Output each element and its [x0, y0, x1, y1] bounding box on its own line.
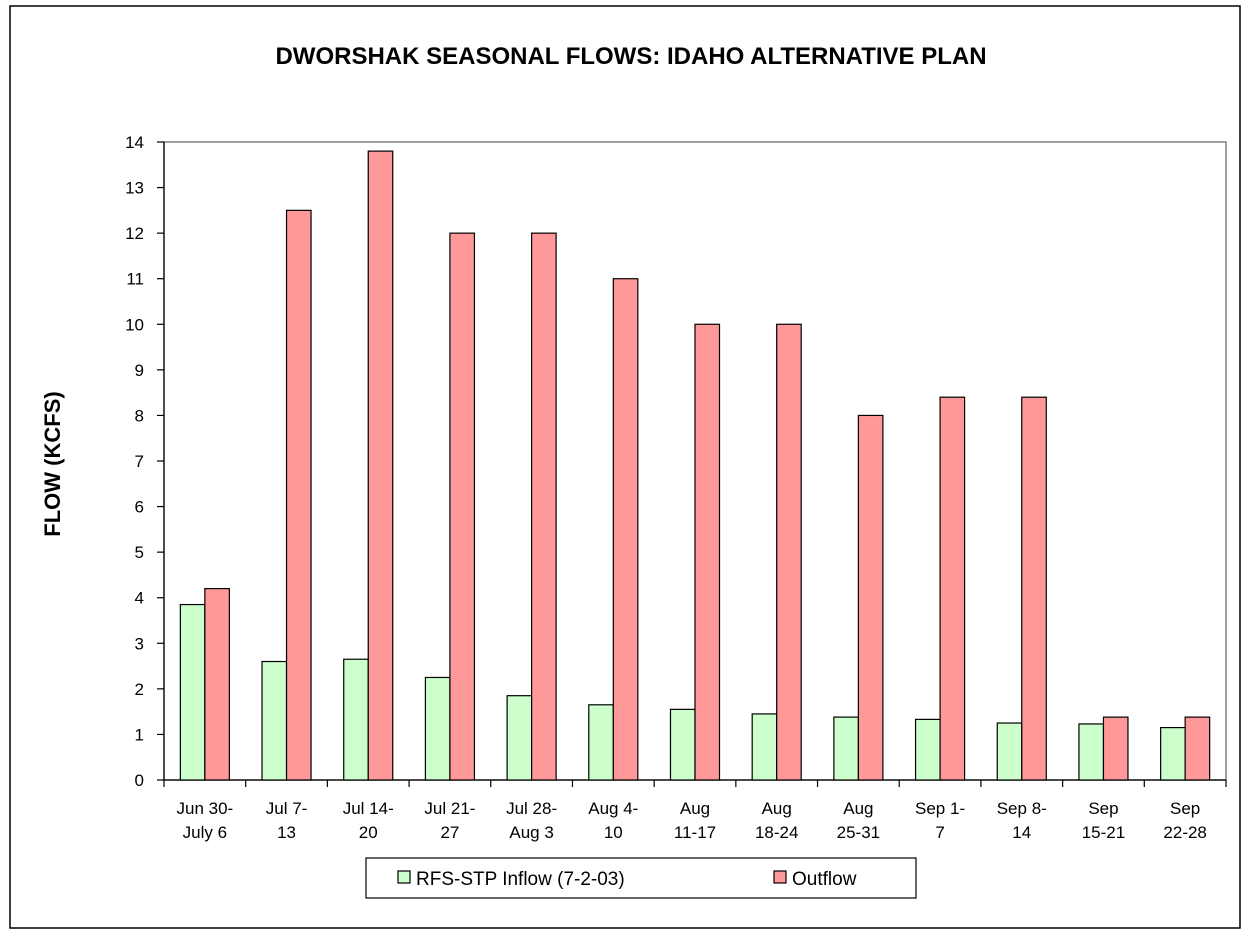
- bar-outflow: [367, 150, 394, 781]
- x-tick-label-line: Jun 30-: [176, 799, 233, 818]
- x-tick-label-line: Aug: [762, 799, 792, 818]
- bar-outflow: [285, 209, 312, 781]
- bar-inflow: [179, 603, 206, 781]
- x-tick-label: Sep 22-28: [1163, 799, 1206, 842]
- bar-inflow: [261, 660, 288, 781]
- y-axis-label: FLOW (KCFS): [40, 391, 65, 536]
- x-tick-label: Jul 7- 13: [266, 799, 308, 842]
- y-tick-label: 7: [135, 452, 144, 471]
- x-tick-label-line: 13: [277, 823, 296, 842]
- x-tick-label-line: Aug 4-: [588, 799, 638, 818]
- bar-inflow: [833, 716, 859, 781]
- x-tick-label-line: Jul 28-: [506, 799, 557, 818]
- x-tick-label-line: Aug 3: [509, 823, 553, 842]
- x-tick-label-line: Aug: [843, 799, 873, 818]
- x-tick-label-line: Aug: [680, 799, 710, 818]
- bar-inflow: [1160, 726, 1186, 781]
- bar-inflow: [914, 718, 941, 781]
- x-tick-label: Aug 18-24: [755, 799, 798, 842]
- bar-inflow: [424, 676, 451, 781]
- x-tick-label-line: 15-21: [1082, 823, 1125, 842]
- y-tick-label: 4: [135, 589, 144, 608]
- y-tick-label: 0: [135, 771, 144, 790]
- y-tick-label: 12: [125, 224, 144, 243]
- x-tick-label: Jun 30- July 6: [176, 799, 233, 842]
- legend-label: Outflow: [792, 869, 857, 890]
- x-tick-label: Sep 1- 7: [915, 799, 965, 842]
- x-tick-label-line: Sep: [1088, 799, 1118, 818]
- y-tick-label: 5: [135, 543, 144, 562]
- bar-inflow: [996, 722, 1023, 781]
- bar-outflow: [204, 587, 230, 781]
- bar-inflow: [1078, 723, 1105, 781]
- x-tick-label: Jul 21- 27: [424, 799, 475, 842]
- x-tick-label-line: Jul 14-: [343, 799, 394, 818]
- x-tick-label: Aug 11-17: [674, 799, 716, 842]
- bar-outflow: [612, 278, 639, 781]
- legend: RFS-STP Inflow (7-2-03) Outflow: [365, 857, 917, 899]
- y-tick-label: 11: [126, 270, 144, 289]
- x-tick-label: Jul 28- Aug 3: [506, 799, 557, 842]
- x-tick-label: Aug 25-31: [837, 799, 880, 842]
- bar-inflow: [588, 704, 614, 781]
- y-tick-label: 10: [125, 315, 144, 334]
- series-0: [179, 603, 1186, 781]
- bar-inflow: [343, 658, 369, 781]
- x-tick-label-line: 22-28: [1163, 823, 1206, 842]
- x-tick-label-line: 7: [935, 823, 944, 842]
- x-tick-label-line: Jul 7-: [266, 799, 308, 818]
- x-tick-label: Sep 15-21: [1082, 799, 1125, 842]
- x-tick-label-line: 25-31: [837, 823, 880, 842]
- x-tick-label-line: 14: [1012, 823, 1031, 842]
- legend-label: RFS-STP Inflow (7-2-03): [416, 869, 625, 890]
- y-tick-label: 13: [125, 179, 144, 198]
- legend-swatch: [397, 870, 411, 884]
- x-tick-label-line: Sep: [1170, 799, 1200, 818]
- y-tick-label: 8: [135, 406, 144, 425]
- bar-outflow: [1021, 396, 1047, 781]
- x-tick-label: Aug 4- 10: [588, 799, 638, 842]
- y-tick-label: 6: [135, 498, 144, 517]
- bar-outflow: [1102, 716, 1129, 781]
- x-tick-label: Jul 14- 20: [343, 799, 394, 842]
- x-tick-label-line: Jul 21-: [424, 799, 475, 818]
- legend-swatch: [773, 870, 787, 884]
- bar-outflow: [449, 232, 476, 781]
- bar-outflow: [939, 396, 966, 781]
- bar-outflow: [1184, 716, 1211, 781]
- y-tick-label: 9: [135, 361, 144, 380]
- x-tick-label-line: 11-17: [674, 823, 716, 842]
- y-tick-label: 1: [135, 725, 144, 744]
- y-tick-label: 3: [135, 634, 144, 653]
- bar-series-group: [179, 150, 1211, 781]
- bar-outflow: [531, 232, 557, 781]
- y-tick-label: 14: [125, 133, 144, 152]
- bar-inflow: [751, 713, 778, 781]
- x-tick-label-line: 18-24: [755, 823, 798, 842]
- bar-outflow: [694, 323, 721, 781]
- legend-box: [365, 857, 917, 899]
- x-tick-label: Sep 8- 14: [997, 799, 1047, 842]
- y-tick-label: 2: [135, 680, 144, 699]
- x-tick-label-line: July 6: [183, 823, 227, 842]
- bar-outflow: [776, 323, 802, 781]
- chart-title: DWORSHAK SEASONAL FLOWS: IDAHO ALTERNATI…: [275, 43, 986, 70]
- series-1: [204, 150, 1211, 781]
- x-tick-label-line: Sep 8-: [997, 799, 1047, 818]
- bar-outflow: [857, 414, 884, 781]
- x-tick-label-line: 27: [440, 823, 459, 842]
- x-tick-label-line: Sep 1-: [915, 799, 965, 818]
- bar-inflow: [506, 695, 533, 781]
- bar-inflow: [669, 708, 696, 781]
- x-tick-label-line: 10: [604, 823, 623, 842]
- x-tick-label-line: 20: [359, 823, 378, 842]
